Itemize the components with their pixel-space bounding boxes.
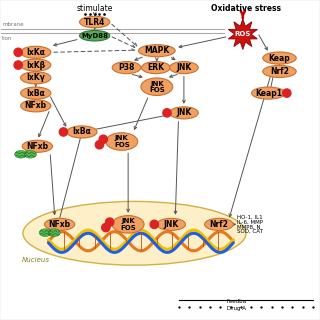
Text: SOD, CAT: SOD, CAT — [237, 229, 263, 234]
Circle shape — [59, 128, 68, 136]
Text: IxKβ: IxKβ — [26, 60, 45, 69]
Ellipse shape — [20, 87, 51, 99]
Text: HO-1, IL1: HO-1, IL1 — [237, 215, 263, 220]
Ellipse shape — [24, 150, 36, 158]
Circle shape — [163, 109, 171, 117]
Ellipse shape — [80, 30, 110, 41]
Circle shape — [150, 220, 158, 228]
Text: Keap: Keap — [268, 53, 290, 62]
Text: ERK: ERK — [147, 63, 164, 72]
Text: FOS: FOS — [114, 142, 130, 148]
Ellipse shape — [106, 133, 138, 150]
Ellipse shape — [80, 16, 110, 28]
Circle shape — [106, 218, 114, 226]
Text: JNK: JNK — [115, 135, 129, 141]
Circle shape — [95, 140, 104, 149]
Text: JNK: JNK — [150, 81, 164, 86]
Ellipse shape — [20, 72, 51, 84]
Text: MyD88: MyD88 — [81, 33, 108, 39]
Text: Drug A: Drug A — [227, 306, 246, 311]
Text: MMP8, N: MMP8, N — [237, 224, 261, 229]
Text: IxBα: IxBα — [73, 127, 91, 136]
Text: JNK: JNK — [121, 218, 135, 224]
Text: stimulate: stimulate — [76, 4, 113, 13]
Text: Feedba: Feedba — [227, 299, 246, 304]
Text: Oxidative stress: Oxidative stress — [211, 4, 281, 13]
Ellipse shape — [48, 229, 60, 236]
Text: MAPK: MAPK — [144, 46, 169, 55]
Text: ROS: ROS — [235, 31, 251, 37]
Ellipse shape — [157, 218, 186, 230]
Circle shape — [14, 61, 22, 69]
Ellipse shape — [170, 107, 198, 119]
Circle shape — [102, 223, 110, 232]
Text: FOS: FOS — [120, 225, 136, 230]
Text: TLR4: TLR4 — [84, 18, 105, 27]
Text: Nucleus: Nucleus — [21, 257, 49, 263]
Ellipse shape — [39, 229, 51, 236]
Circle shape — [283, 89, 291, 97]
Text: NFxb: NFxb — [25, 101, 47, 110]
Ellipse shape — [139, 45, 175, 57]
Ellipse shape — [112, 216, 144, 233]
Ellipse shape — [170, 61, 198, 74]
Text: Keap1: Keap1 — [255, 89, 282, 98]
Ellipse shape — [141, 61, 170, 74]
Ellipse shape — [263, 65, 296, 77]
Ellipse shape — [252, 87, 285, 99]
Ellipse shape — [23, 201, 246, 265]
Text: IxKγ: IxKγ — [26, 73, 45, 82]
Circle shape — [99, 135, 108, 143]
Text: IL-6, MMP: IL-6, MMP — [237, 220, 263, 225]
Text: Nrf2: Nrf2 — [270, 67, 289, 76]
Ellipse shape — [44, 218, 75, 230]
Ellipse shape — [20, 59, 51, 71]
Ellipse shape — [67, 126, 97, 138]
Text: JNK: JNK — [176, 63, 192, 72]
Text: tion: tion — [2, 36, 13, 41]
Text: P38: P38 — [118, 63, 135, 72]
Text: IxKα: IxKα — [26, 48, 45, 57]
Ellipse shape — [20, 100, 51, 112]
Polygon shape — [228, 19, 257, 50]
Ellipse shape — [112, 61, 141, 74]
Text: Nrf2: Nrf2 — [210, 220, 228, 229]
Ellipse shape — [204, 218, 233, 230]
Text: JNK: JNK — [164, 220, 179, 229]
Ellipse shape — [15, 150, 27, 158]
Circle shape — [14, 48, 22, 56]
Text: JNK: JNK — [176, 108, 192, 117]
Text: NFxb: NFxb — [26, 142, 48, 151]
Ellipse shape — [22, 140, 52, 152]
Ellipse shape — [263, 52, 296, 64]
Ellipse shape — [20, 46, 51, 58]
Text: mbrane: mbrane — [2, 22, 24, 27]
Ellipse shape — [141, 78, 173, 95]
Text: IxBα: IxBα — [26, 89, 45, 98]
Text: FOS: FOS — [149, 87, 165, 93]
Text: NFxb: NFxb — [49, 220, 71, 229]
